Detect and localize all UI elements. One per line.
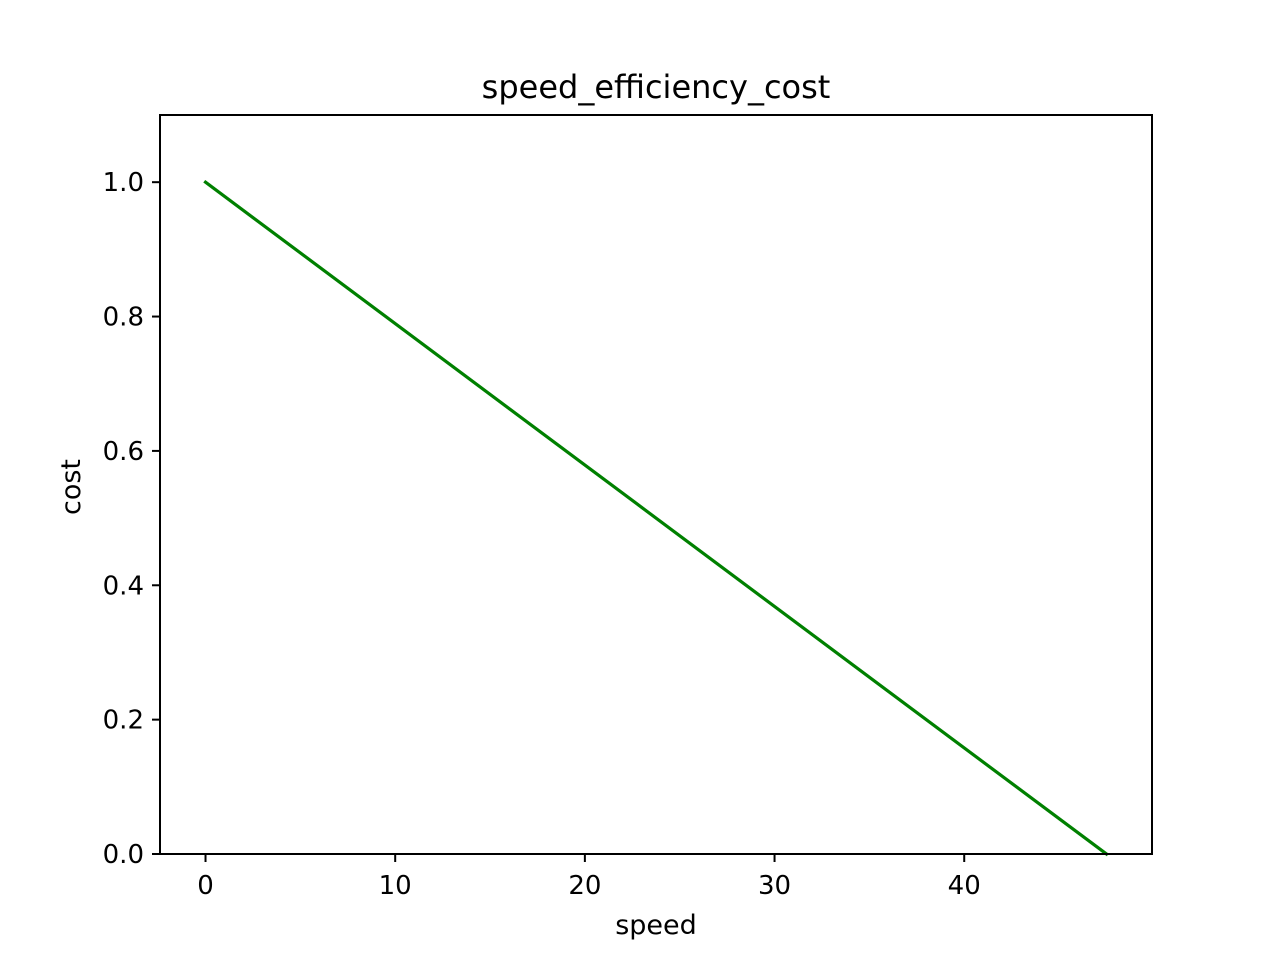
x-tick-label: 10 — [379, 871, 412, 901]
y-tick-label: 0.0 — [103, 840, 144, 870]
x-tick-label: 20 — [568, 871, 601, 901]
x-tick-label: 0 — [197, 871, 214, 901]
series-layer — [203, 179, 1109, 857]
x-tick-label: 40 — [948, 871, 981, 901]
y-tick-label: 0.2 — [103, 706, 144, 736]
x-tick-label: 30 — [758, 871, 791, 901]
y-axis-label: cost — [56, 459, 87, 515]
y-axis-ticks: 0.0 0.2 0.4 0.6 0.8 1.0 — [103, 168, 160, 870]
chart-title: speed_efficiency_cost — [482, 68, 831, 106]
x-axis-label: speed — [615, 910, 697, 941]
x-axis-ticks: 0 10 20 30 40 — [197, 854, 981, 901]
plot-area — [160, 115, 1152, 854]
y-tick-label: 1.0 — [103, 168, 144, 198]
plot-frame — [159, 114, 1153, 855]
series-line-0 — [203, 179, 1109, 857]
y-tick-label: 0.6 — [103, 437, 144, 467]
y-tick-label: 0.4 — [103, 571, 144, 601]
y-tick-label: 0.8 — [103, 303, 144, 333]
plot-background — [160, 115, 1152, 854]
